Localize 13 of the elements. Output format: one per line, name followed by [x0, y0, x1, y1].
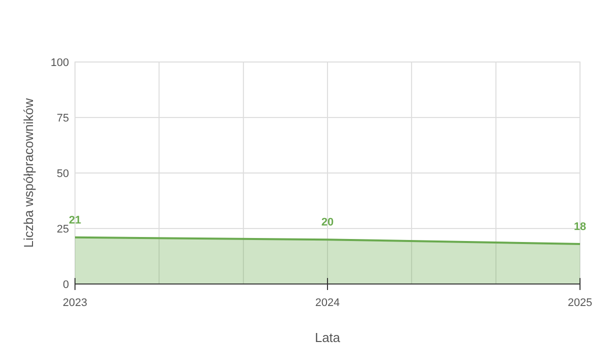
data-label: 21 [68, 214, 82, 226]
x-tick-label: 2024 [315, 297, 340, 309]
data-label: 20 [321, 216, 334, 229]
data-label: 18 [574, 221, 586, 234]
y-axis-title: Liczba współpracowników [21, 98, 36, 248]
x-axis-title: Lata [314, 330, 341, 345]
x-tick-label: 2023 [62, 297, 88, 309]
y-tick-label: 100 [50, 57, 69, 69]
y-tick-label: 75 [56, 112, 69, 124]
x-tick-label: 2025 [568, 297, 592, 309]
y-tick-label: 25 [56, 224, 69, 236]
y-tick-label: 0 [62, 279, 69, 291]
y-tick-label: 50 [56, 168, 69, 180]
